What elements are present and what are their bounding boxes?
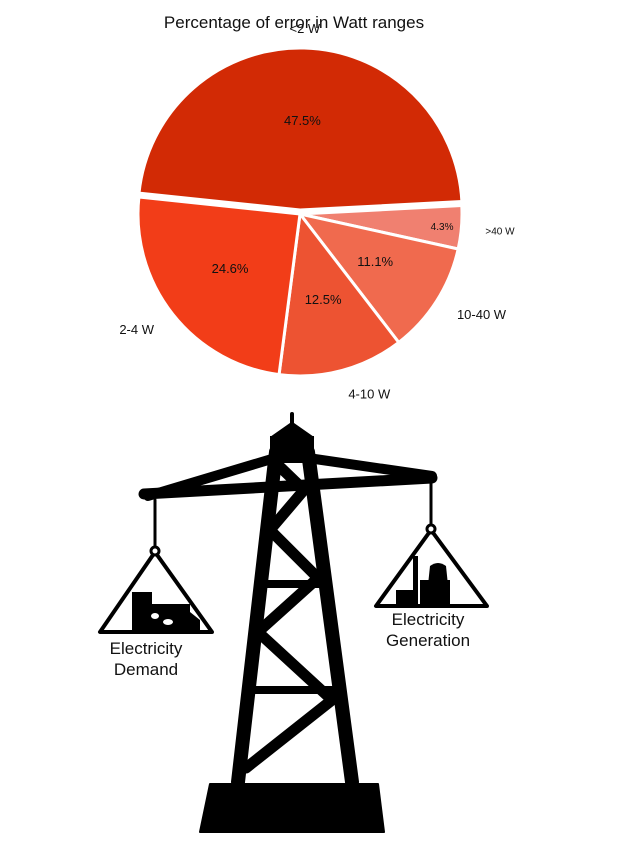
value-label: 47.5% — [284, 113, 321, 128]
demand-caption-line2: Demand — [114, 660, 178, 679]
value-labels: 47.5% 4.3% 11.1% 12.5% 24.6% — [212, 113, 454, 307]
value-label: 24.6% — [212, 261, 249, 276]
category-label: >40 W — [485, 226, 515, 237]
pie-slice — [296, 211, 460, 345]
value-label: 4.3% — [431, 222, 454, 233]
generation-caption-line2: Generation — [386, 631, 470, 650]
pie-slices — [136, 46, 464, 378]
category-label: 10-40 W — [457, 307, 507, 322]
category-label: 4-10 W — [348, 387, 391, 400]
category-label: 2-4 W — [119, 322, 154, 337]
value-label: 11.1% — [357, 254, 393, 269]
value-label: 12.5% — [305, 292, 342, 307]
chart-title: Percentage of error in Watt ranges — [164, 13, 424, 32]
generation-caption-line1: Electricity — [392, 610, 465, 629]
category-label: <2 W — [290, 21, 321, 36]
transmission-tower-balance-icon: Electricity Demand Electricity Generatio… — [98, 412, 489, 833]
pie-slice — [137, 46, 464, 212]
pie-slice — [136, 195, 302, 377]
demand-caption-line1: Electricity — [110, 639, 183, 658]
category-labels: <2 W >40 W 10-40 W 4-10 W 2-4 W — [119, 21, 515, 400]
pie-chart: Percentage of error in Watt ranges 47.5%… — [119, 13, 515, 400]
pie-slice — [277, 210, 401, 378]
